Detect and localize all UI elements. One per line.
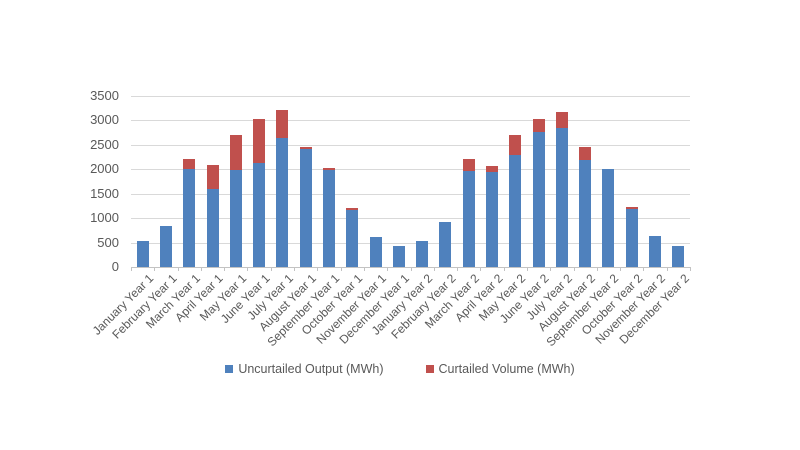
bar-curtailed-7	[299, 146, 312, 150]
bar-uncurtailed-9	[346, 209, 359, 267]
x-axis-tick	[596, 267, 598, 271]
x-axis-tick	[433, 267, 435, 271]
bar-curtailed-21	[625, 207, 638, 210]
bar-uncurtailed-3	[206, 189, 219, 267]
x-axis-tick	[550, 267, 552, 271]
bar-uncurtailed-17	[532, 132, 545, 267]
bar-curtailed-16	[509, 134, 522, 155]
legend-item-curtailed-volume: Curtailed Volume (MWh)	[425, 362, 575, 376]
legend-item-uncurtailed-output: Uncurtailed Output (MWh)	[225, 362, 384, 376]
bar-uncurtailed-16	[509, 154, 522, 267]
bar-uncurtailed-10	[369, 236, 382, 267]
bar-curtailed-4	[229, 135, 242, 170]
bar-curtailed-14	[462, 159, 475, 171]
x-axis-tick	[503, 267, 505, 271]
x-axis-tick	[294, 267, 296, 271]
bar-uncurtailed-20	[602, 168, 615, 267]
x-axis-tick	[643, 267, 645, 271]
bar-uncurtailed-1	[159, 226, 172, 267]
bar-uncurtailed-22	[649, 236, 662, 267]
y-tick-label-3000: 3000	[90, 112, 119, 128]
bar-uncurtailed-8	[322, 170, 335, 267]
gridline-2000	[131, 169, 690, 171]
x-axis-tick	[620, 267, 622, 271]
bar-uncurtailed-2	[183, 168, 196, 267]
bar-uncurtailed-14	[462, 170, 475, 267]
bar-curtailed-8	[322, 167, 335, 171]
bar-uncurtailed-18	[555, 128, 568, 267]
bar-curtailed-18	[555, 111, 568, 129]
legend-swatch-red-icon	[425, 365, 434, 373]
gridline-1000	[131, 218, 690, 220]
x-axis-tick	[480, 267, 482, 271]
x-axis-tick	[200, 267, 202, 271]
legend-label-uncurtailed-output: Uncurtailed Output (MWh)	[238, 362, 384, 376]
bar-uncurtailed-5	[253, 163, 266, 267]
y-tick-label-3500: 3500	[90, 88, 119, 103]
bar-uncurtailed-19	[579, 159, 592, 267]
bar-curtailed-3	[206, 164, 219, 190]
gridline-1500	[131, 193, 690, 195]
bar-uncurtailed-0	[136, 241, 149, 267]
x-axis-tick	[457, 267, 459, 271]
x-axis-tick	[270, 267, 272, 271]
x-axis-tick	[131, 267, 132, 271]
y-tick-label-1500: 1500	[90, 185, 119, 201]
x-axis-tick	[247, 267, 249, 271]
x-axis-tick	[410, 267, 412, 271]
bar-uncurtailed-6	[276, 137, 289, 267]
gridline-500	[131, 242, 690, 244]
bar-uncurtailed-7	[299, 149, 312, 267]
bar-curtailed-5	[253, 118, 266, 164]
x-axis-tick	[317, 267, 319, 271]
bar-curtailed-9	[346, 207, 359, 210]
bar-uncurtailed-21	[625, 209, 638, 267]
legend: Uncurtailed Output (MWh) Curtailed Volum…	[0, 362, 800, 376]
bar-uncurtailed-13	[439, 221, 452, 267]
y-tick-label-1000: 1000	[90, 210, 119, 226]
bar-curtailed-15	[486, 165, 499, 172]
bar-curtailed-2	[183, 158, 196, 169]
legend-label-curtailed-volume: Curtailed Volume (MWh)	[438, 362, 575, 376]
y-tick-label-0: 0	[111, 259, 119, 274]
legend-swatch-blue-icon	[225, 365, 234, 373]
x-axis-tick	[387, 267, 389, 271]
bar-uncurtailed-15	[486, 171, 499, 267]
x-axis-tick	[177, 267, 179, 271]
bar-uncurtailed-11	[392, 246, 405, 267]
x-axis-tick	[573, 267, 575, 271]
bar-uncurtailed-12	[416, 240, 429, 267]
y-tick-label-2000: 2000	[90, 161, 119, 177]
bar-curtailed-19	[579, 147, 592, 160]
x-axis-tick	[666, 267, 668, 271]
x-axis-tick	[363, 267, 365, 271]
bar-uncurtailed-23	[672, 246, 685, 267]
x-axis-tick	[154, 267, 156, 271]
y-tick-label-500: 500	[97, 234, 119, 250]
x-axis-tick	[526, 267, 528, 271]
plot-area	[131, 96, 691, 271]
gridline-3500	[131, 96, 690, 97]
bar-curtailed-6	[276, 110, 289, 138]
y-tick-label-2500: 2500	[90, 136, 119, 152]
x-axis-tick	[224, 267, 226, 271]
bar-uncurtailed-4	[229, 169, 242, 267]
gridline-2500	[131, 144, 690, 146]
x-axis-tick	[690, 267, 691, 271]
bar-curtailed-17	[532, 118, 545, 133]
gridline-3000	[131, 120, 690, 122]
x-axis-tick	[340, 267, 342, 271]
